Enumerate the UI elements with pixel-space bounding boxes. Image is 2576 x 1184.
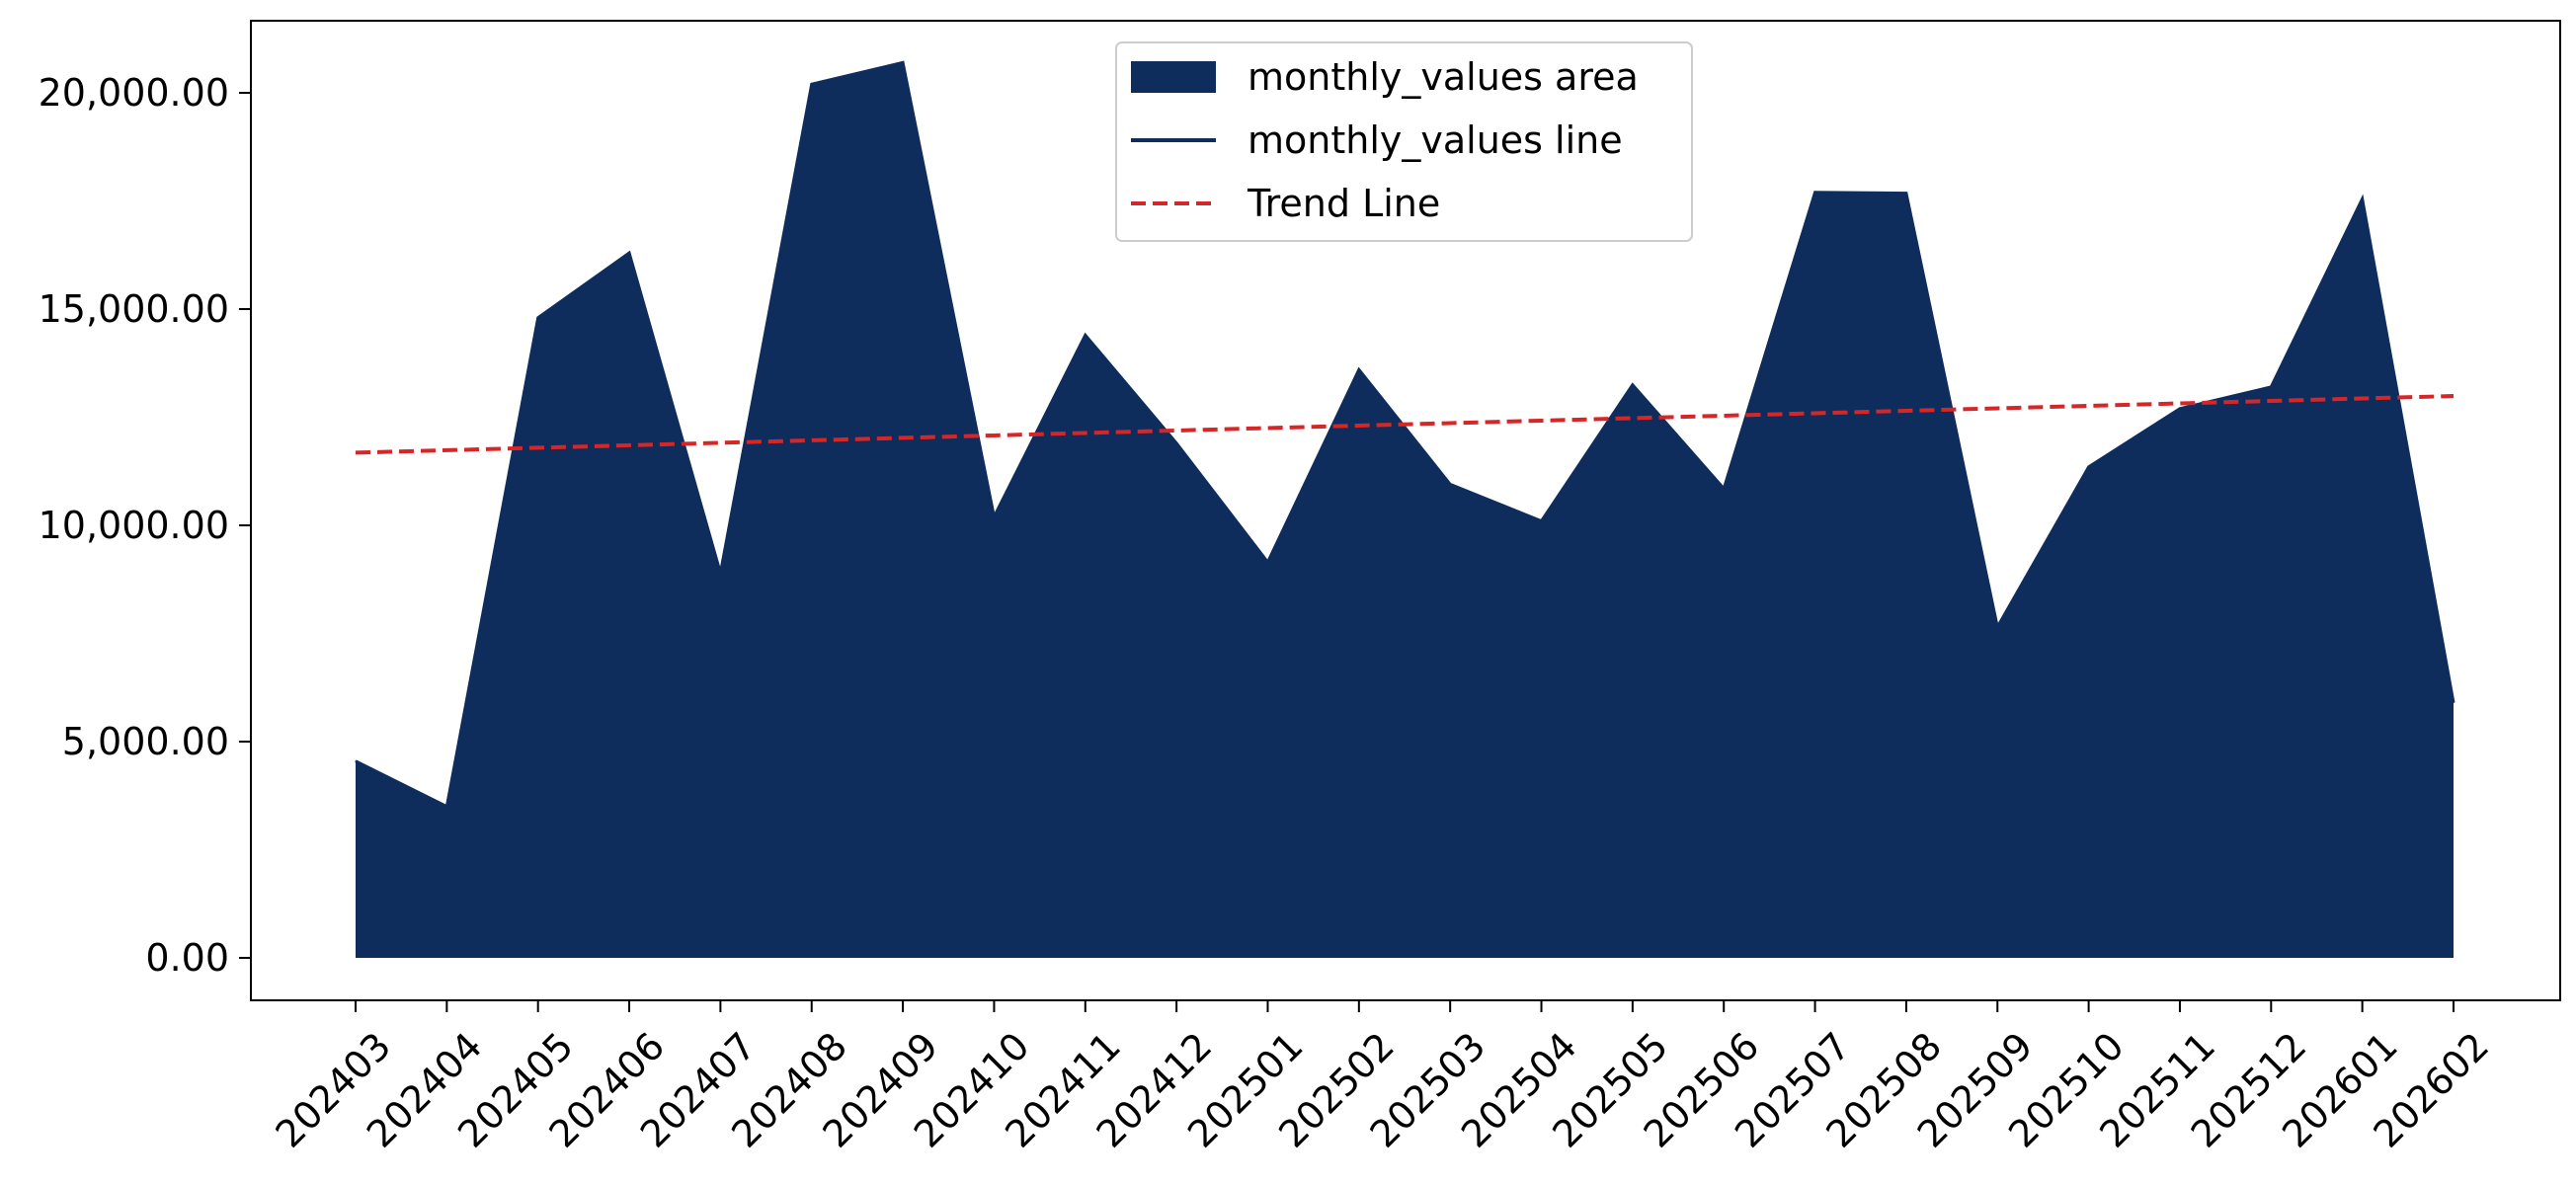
y-tick-label: 10,000.00 — [39, 504, 229, 547]
data-point — [2179, 408, 2181, 410]
data-point — [537, 317, 539, 319]
data-point — [1085, 334, 1087, 336]
data-point — [2270, 386, 2272, 388]
x-axis: 2024032024042024052024062024072024082024… — [267, 1000, 2497, 1156]
data-point — [1632, 384, 1634, 386]
legend-box — [1115, 41, 1693, 242]
data-point — [1358, 368, 1360, 370]
data-point — [1449, 483, 1451, 485]
legend-label: monthly_values line — [1248, 118, 1623, 162]
plot-frame — [250, 20, 2561, 1001]
data-point — [445, 806, 447, 808]
data-point — [1814, 192, 1816, 194]
data-point — [719, 572, 721, 574]
data-point — [2088, 466, 2090, 468]
legend-label: monthly_values area — [1248, 55, 1639, 99]
legend: monthly_values area monthly_values line Tr… — [1115, 41, 1693, 242]
y-tick-label: 5,000.00 — [62, 720, 229, 763]
data-point — [1996, 626, 1998, 628]
legend-swatch-area — [1131, 61, 1216, 93]
monthly-values-line — [355, 60, 2455, 809]
area-fill — [356, 62, 2454, 958]
data-point — [811, 83, 813, 85]
data-point — [355, 760, 357, 762]
trend-series-group — [355, 394, 2455, 455]
y-tick-label: 15,000.00 — [39, 287, 229, 331]
data-point — [1723, 488, 1725, 490]
data-point — [993, 515, 995, 517]
data-point — [1541, 520, 1543, 522]
data-point — [2453, 702, 2455, 704]
data-point — [1905, 193, 1907, 195]
y-axis: 0.00 5,000.00 10,000.00 15,000.00 20,000.00 — [39, 71, 251, 980]
area-series-group — [356, 62, 2454, 958]
data-point — [1175, 442, 1177, 444]
line-series-group — [355, 60, 2455, 809]
data-point — [2362, 197, 2364, 199]
legend-label: Trend Line — [1247, 182, 1440, 225]
trend-line — [355, 394, 2455, 455]
data-point — [902, 61, 904, 63]
data-point — [628, 252, 630, 254]
y-tick-label: 0.00 — [145, 936, 229, 980]
y-tick-label: 20,000.00 — [39, 71, 229, 115]
data-point — [1266, 561, 1268, 563]
